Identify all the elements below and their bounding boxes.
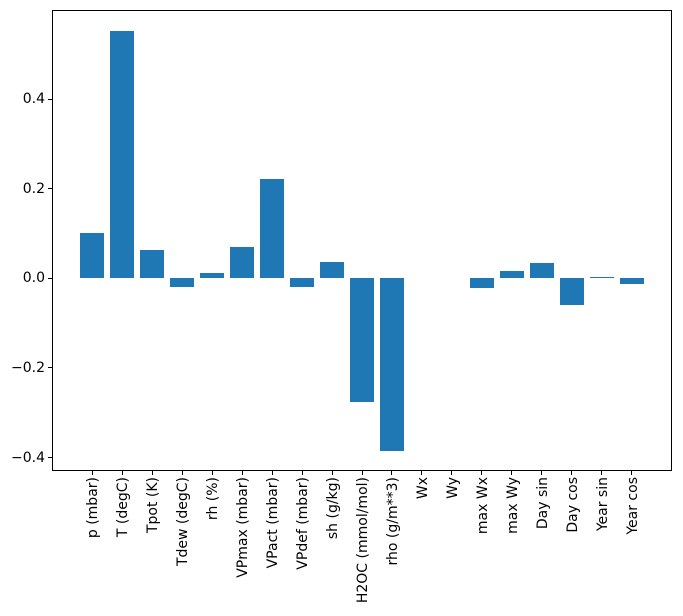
bar: [469, 278, 494, 288]
bar: [260, 178, 285, 279]
x-tick-mark: [511, 471, 513, 475]
x-tick-label: max Wx: [474, 477, 491, 535]
bar: [290, 278, 315, 287]
x-tick-label: Day cos: [564, 477, 581, 533]
x-tick-mark: [241, 471, 243, 475]
x-tick-label: VPdef (mbar): [295, 477, 312, 570]
x-tick-mark: [121, 471, 123, 475]
bar: [170, 278, 195, 288]
x-tick-label: rh (%): [205, 477, 222, 521]
x-tick-mark: [541, 471, 543, 475]
x-tick-mark: [301, 471, 303, 475]
x-tick-mark: [331, 471, 333, 475]
bar: [589, 276, 614, 279]
x-tick-mark: [211, 471, 213, 475]
x-tick-mark: [571, 471, 573, 475]
y-tick-label: 0.2: [22, 180, 45, 197]
x-tick-mark: [181, 471, 183, 475]
x-tick-mark: [361, 471, 363, 475]
x-tick-label: Wy: [444, 477, 461, 499]
x-tick-label: Year sin: [594, 477, 611, 532]
bar: [619, 278, 644, 285]
x-tick-label: Wx: [414, 477, 431, 500]
x-tick-label: p (mbar): [85, 477, 102, 539]
bar: [350, 278, 374, 402]
bar: [110, 30, 135, 279]
x-tick-label: VPmax (mbar): [235, 477, 252, 578]
y-tick-mark: [48, 457, 52, 459]
x-tick-label: Day sin: [534, 477, 551, 530]
x-tick-mark: [391, 471, 393, 475]
x-tick-label: max Wy: [504, 477, 521, 534]
y-tick-label: −0.2: [11, 359, 45, 376]
y-tick-mark: [48, 367, 52, 369]
bar: [140, 249, 165, 279]
y-tick-mark: [48, 188, 52, 190]
bar: [320, 262, 344, 279]
bar: [230, 247, 255, 279]
y-tick-label: 0.4: [22, 91, 45, 108]
x-tick-mark: [271, 471, 273, 475]
x-tick-mark: [601, 471, 603, 475]
x-tick-mark: [481, 471, 483, 475]
x-tick-label: H2OC (mmol/mol): [355, 477, 371, 604]
bar: [80, 232, 105, 279]
x-tick-mark: [631, 471, 633, 475]
y-tick-mark: [48, 98, 52, 100]
y-tick-label: 0.0: [22, 270, 45, 287]
x-tick-mark: [91, 471, 93, 475]
bar: [559, 278, 584, 305]
bar: [379, 278, 404, 452]
x-tick-label: Tdew (degC): [175, 477, 192, 567]
x-tick-label: T (degC): [115, 477, 132, 538]
bar: [529, 262, 554, 279]
x-tick-label: Year cos: [624, 477, 641, 535]
x-tick-label: Tpot (K): [145, 477, 162, 534]
x-tick-mark: [151, 471, 153, 475]
y-tick-label: −0.4: [11, 449, 45, 466]
y-tick-mark: [48, 277, 52, 279]
plot-area: [52, 10, 672, 471]
x-tick-mark: [451, 471, 453, 475]
bar: [499, 270, 524, 279]
x-tick-mark: [421, 471, 423, 475]
x-tick-label: VPact (mbar): [265, 477, 282, 569]
bar: [200, 272, 225, 279]
x-tick-label: sh (g/kg): [325, 477, 342, 540]
x-tick-label: rho (g/m**3): [384, 477, 401, 566]
